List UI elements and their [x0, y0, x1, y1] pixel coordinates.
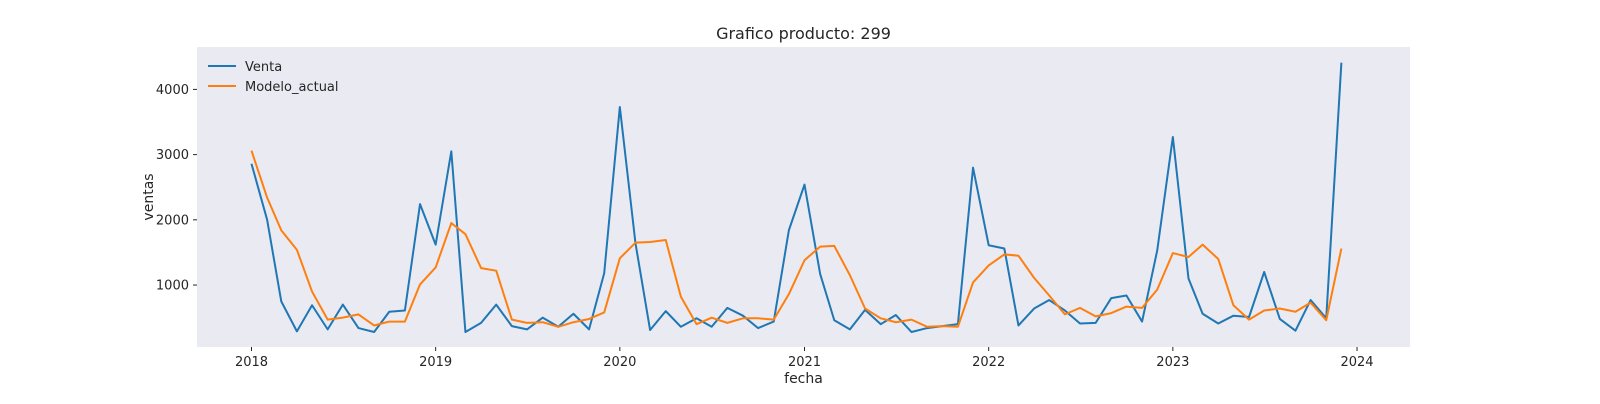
x-tick-label: 2022 — [972, 355, 1005, 370]
x-tick-label: 2019 — [419, 355, 452, 370]
y-tick-label: 3000 — [156, 148, 189, 163]
plot-area — [197, 47, 1410, 347]
y-axis-label: ventas — [141, 173, 157, 220]
series-layer — [250, 62, 1343, 333]
axis-ticks: 2018 2019 2020 2021 2022 2023 2024 1000 2000 3000… — [156, 83, 1374, 370]
x-axis-label: fecha — [784, 371, 823, 387]
y-tick-label: 1000 — [156, 279, 189, 294]
x-tick-label: 2024 — [1340, 355, 1373, 370]
x-tick-label: 2018 — [235, 355, 268, 370]
legend-label-venta: Venta — [245, 60, 282, 75]
series-line-venta — [250, 62, 1343, 333]
x-tick-label: 2020 — [603, 355, 636, 370]
y-tick-label: 4000 — [156, 83, 189, 98]
y-tick-label: 2000 — [156, 213, 189, 228]
legend-label-modelo-actual: Modelo_actual — [245, 80, 339, 95]
chart-title: Grafico producto: 299 — [716, 24, 891, 43]
series-line-modelo-actual — [250, 150, 1343, 328]
legend: Venta Modelo_actual — [208, 60, 339, 95]
x-tick-label: 2023 — [1156, 355, 1189, 370]
x-tick-label: 2021 — [788, 355, 821, 370]
